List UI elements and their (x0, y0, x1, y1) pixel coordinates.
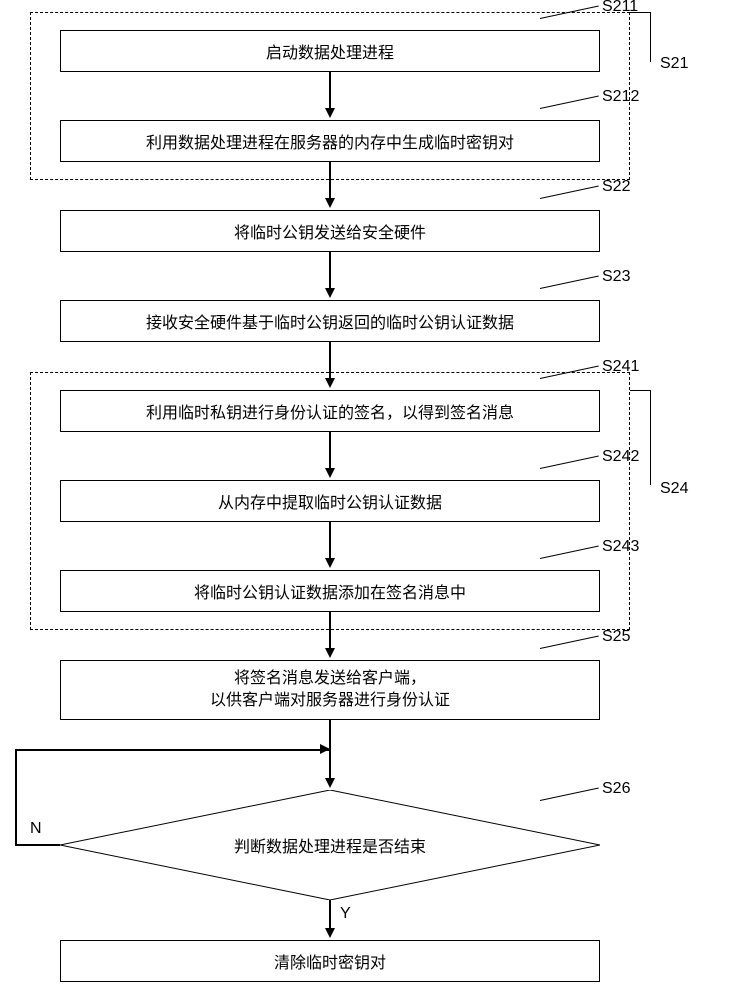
arrow-s22-s23 (329, 252, 331, 290)
arrow-s243-s25 (329, 612, 331, 650)
lead-s22 (540, 186, 599, 199)
step-s22-text: 将临时公钥发送给安全硬件 (234, 219, 426, 243)
lead-s25 (540, 636, 599, 649)
arrow-s241-s242 (329, 432, 331, 470)
label-s243: S243 (602, 538, 639, 556)
decision-s26-text: 判断数据处理进程是否结束 (60, 833, 600, 857)
arrow-n-h (15, 844, 60, 846)
step-s25-text1: 将签名消息发送给客户端， (234, 668, 426, 690)
step-s242: 从内存中提取临时公钥认证数据 (60, 480, 600, 522)
step-s242-text: 从内存中提取临时公钥认证数据 (218, 489, 442, 513)
step-s241-text: 利用临时私钥进行身份认证的签名，以得到签名消息 (146, 399, 514, 423)
label-s242: S242 (602, 448, 639, 466)
label-s22: S22 (602, 178, 630, 196)
arrowhead-s22-s23 (325, 288, 335, 298)
label-s24: S24 (660, 480, 688, 498)
step-s23: 接收安全硬件基于临时公钥返回的临时公钥认证数据 (60, 300, 600, 342)
label-s212: S212 (602, 88, 639, 106)
arrowhead-s212-s22 (325, 198, 335, 208)
step-final-text: 清除临时密钥对 (274, 949, 386, 973)
step-s212: 利用数据处理进程在服务器的内存中生成临时密钥对 (60, 120, 600, 162)
label-s21: S21 (660, 55, 688, 73)
arrow-n-v (15, 749, 17, 846)
arrowhead-n-merge (320, 744, 330, 754)
label-s211: S211 (602, 0, 638, 16)
lead-s24-v (650, 390, 651, 485)
arrowhead-s242-s243 (325, 558, 335, 568)
arrow-s242-s243 (329, 522, 331, 560)
step-s23-text: 接收安全硬件基于临时公钥返回的临时公钥认证数据 (146, 309, 514, 333)
step-s25: 将签名消息发送给客户端， 以供客户端对服务器进行身份认证 (60, 660, 600, 720)
step-s25-text2: 以供客户端对服务器进行身份认证 (210, 690, 450, 712)
step-s212-text: 利用数据处理进程在服务器的内存中生成临时密钥对 (146, 129, 514, 153)
label-s26: S26 (602, 780, 630, 798)
decision-s26: 判断数据处理进程是否结束 (60, 790, 600, 900)
label-n: N (30, 820, 42, 838)
arrow-merge-h (15, 749, 331, 751)
label-y: Y (340, 905, 351, 923)
label-s23: S23 (602, 268, 630, 286)
step-s211-text: 启动数据处理进程 (266, 39, 394, 63)
lead-s24-h (630, 390, 650, 391)
arrowhead-s241-s242 (325, 468, 335, 478)
step-final: 清除临时密钥对 (60, 940, 600, 982)
step-s241: 利用临时私钥进行身份认证的签名，以得到签名消息 (60, 390, 600, 432)
label-s25: S25 (602, 628, 630, 646)
arrowhead-s243-s25 (325, 648, 335, 658)
arrowhead-merge-s26 (325, 778, 335, 788)
step-s243-text: 将临时公钥认证数据添加在签名消息中 (194, 579, 466, 603)
arrowhead-s211-s212 (325, 108, 335, 118)
arrow-s211-s212 (329, 72, 331, 110)
lead-s23 (540, 276, 599, 289)
arrow-merge-s26 (329, 750, 331, 780)
arrow-s212-s22 (329, 162, 331, 200)
arrowhead-y (325, 928, 335, 938)
lead-s21-v (650, 12, 651, 62)
label-s241: S241 (602, 358, 639, 376)
arrow-y-v (329, 900, 331, 930)
step-s243: 将临时公钥认证数据添加在签名消息中 (60, 570, 600, 612)
step-s22: 将临时公钥发送给安全硬件 (60, 210, 600, 252)
step-s211: 启动数据处理进程 (60, 30, 600, 72)
